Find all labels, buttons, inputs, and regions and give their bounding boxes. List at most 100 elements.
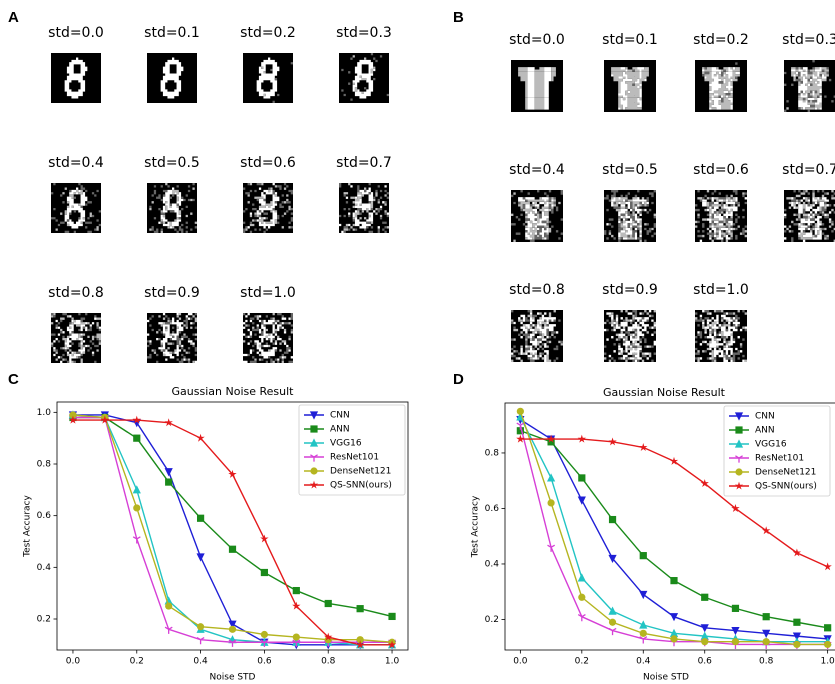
image-pixels bbox=[604, 190, 656, 242]
marker bbox=[608, 627, 617, 636]
legend-label: QS-SNN(ours) bbox=[755, 482, 817, 492]
marker bbox=[700, 624, 709, 633]
image-pixels bbox=[339, 185, 389, 233]
marker bbox=[196, 553, 205, 562]
marker bbox=[133, 434, 141, 442]
marker bbox=[196, 514, 205, 522]
image-label: std=0.9 bbox=[602, 282, 658, 298]
image-pixels bbox=[51, 313, 101, 363]
legend-marker bbox=[309, 438, 319, 447]
marker bbox=[292, 601, 301, 610]
image-label: std=1.0 bbox=[240, 285, 296, 301]
image-pixels bbox=[604, 310, 656, 362]
marker bbox=[700, 479, 709, 488]
marker bbox=[608, 606, 617, 615]
marker bbox=[577, 573, 586, 582]
image-pixels bbox=[352, 59, 376, 99]
x-tick-label: 0.0 bbox=[66, 657, 81, 667]
marker bbox=[100, 415, 110, 424]
image-pixels bbox=[697, 310, 747, 362]
image-label: std=0.2 bbox=[693, 32, 749, 48]
x-tick-label: 0.8 bbox=[759, 657, 774, 667]
image-pixels bbox=[160, 57, 184, 99]
marker bbox=[547, 499, 555, 507]
legend-label: VGG16 bbox=[330, 439, 362, 449]
image-pixels bbox=[784, 190, 835, 242]
marker bbox=[639, 443, 648, 451]
legend-label: ResNet101 bbox=[755, 454, 804, 464]
marker bbox=[516, 434, 525, 443]
image-pixels bbox=[606, 197, 649, 240]
image-pixels bbox=[51, 313, 101, 363]
marker bbox=[608, 515, 617, 524]
marker bbox=[516, 407, 524, 415]
image-label: std=0.0 bbox=[48, 25, 104, 41]
marker bbox=[700, 631, 709, 640]
panel-letter: B bbox=[453, 9, 464, 26]
image-pixels bbox=[695, 310, 747, 362]
marker bbox=[701, 638, 709, 646]
marker bbox=[670, 635, 678, 643]
y-axis-label: Test Accuracy bbox=[471, 495, 481, 558]
x-tick-label: 0.8 bbox=[321, 657, 336, 667]
y-tick-label: 0.2 bbox=[485, 615, 499, 625]
image-label: std=0.1 bbox=[602, 32, 658, 48]
image-label: std=0.8 bbox=[48, 285, 104, 301]
marker bbox=[731, 604, 740, 612]
marker bbox=[164, 596, 173, 605]
image-pixels bbox=[611, 67, 649, 110]
marker bbox=[228, 469, 237, 478]
marker bbox=[577, 496, 586, 505]
marker bbox=[824, 624, 832, 632]
marker bbox=[762, 526, 771, 535]
y-tick-label: 0.4 bbox=[37, 563, 52, 573]
legend-marker bbox=[310, 425, 318, 433]
legend-marker bbox=[735, 426, 743, 434]
image-label: std=0.6 bbox=[693, 162, 749, 178]
image-label: std=0.2 bbox=[240, 25, 296, 41]
marker bbox=[547, 438, 555, 446]
image-pixels bbox=[611, 67, 647, 110]
plot-frame bbox=[56, 401, 409, 651]
image-pixels bbox=[352, 55, 376, 94]
x-tick-label: 0.4 bbox=[193, 657, 208, 667]
x-tick-label: 0.0 bbox=[513, 657, 528, 667]
marker bbox=[824, 640, 832, 649]
panel-letter: A bbox=[8, 9, 19, 26]
image-pixels bbox=[518, 67, 556, 110]
image-label: std=1.0 bbox=[693, 282, 749, 298]
y-tick-label: 0.2 bbox=[37, 615, 51, 625]
marker bbox=[670, 577, 678, 585]
marker bbox=[547, 544, 556, 552]
legend-label: ANN bbox=[755, 426, 775, 436]
image-pixels bbox=[149, 183, 197, 233]
image-pixels bbox=[699, 197, 747, 242]
marker bbox=[608, 618, 617, 626]
image-label: std=0.3 bbox=[782, 32, 835, 48]
y-tick-label: 0.4 bbox=[485, 559, 500, 569]
image-label: std=0.3 bbox=[336, 25, 392, 41]
legend-label: QS-SNN(ours) bbox=[330, 481, 392, 491]
x-tick-label: 0.6 bbox=[698, 657, 713, 667]
marker bbox=[164, 418, 173, 427]
y-tick-label: 0.8 bbox=[37, 460, 52, 470]
legend-label: DenseNet121 bbox=[330, 467, 391, 477]
image-pixels bbox=[608, 197, 656, 242]
x-axis-label: Noise STD bbox=[643, 673, 689, 683]
marker bbox=[731, 638, 740, 646]
marker bbox=[762, 638, 770, 646]
x-tick-label: 0.6 bbox=[257, 657, 272, 667]
legend-label: DenseNet121 bbox=[755, 468, 816, 478]
marker bbox=[356, 636, 364, 644]
marker bbox=[578, 474, 586, 482]
marker bbox=[196, 433, 205, 442]
marker bbox=[731, 626, 740, 636]
y-tick-label: 0.8 bbox=[485, 448, 500, 458]
marker bbox=[292, 639, 301, 647]
marker bbox=[639, 590, 648, 600]
marker bbox=[356, 605, 364, 613]
legend-label: ANN bbox=[330, 425, 350, 435]
marker bbox=[546, 434, 556, 443]
marker bbox=[669, 456, 679, 465]
plot-frame bbox=[504, 402, 835, 651]
